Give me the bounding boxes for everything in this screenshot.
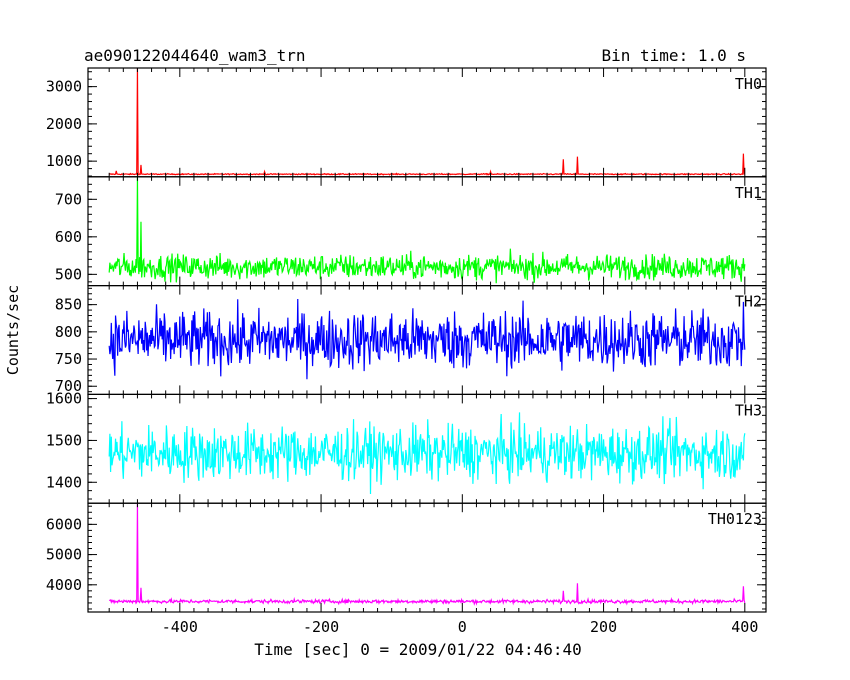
x-tick-label: 400 xyxy=(731,618,758,636)
y-tick-label: 4000 xyxy=(46,576,82,594)
panel-label: TH3 xyxy=(735,401,762,419)
panel-th0123: 4000 5000 6000 TH0123 xyxy=(46,502,767,613)
y-tick-label: 1500 xyxy=(46,431,82,449)
x-axis: -400 -200 0 200 400 xyxy=(162,618,759,636)
x-tick-label: 200 xyxy=(590,618,617,636)
series-th1 xyxy=(108,176,746,284)
x-tick-label: -200 xyxy=(303,618,339,636)
y-tick-label: 700 xyxy=(55,190,82,208)
y-tick-label: 1000 xyxy=(46,152,82,170)
x-tick-label: 0 xyxy=(458,618,467,636)
x-axis-label: Time [sec] 0 = 2009/01/22 04:46:40 xyxy=(254,640,582,659)
panel-th2: 700 750 800 850 TH2 xyxy=(55,285,767,395)
series-th0 xyxy=(109,68,745,176)
series-th3 xyxy=(108,412,746,495)
y-tick-label: 1400 xyxy=(46,473,82,491)
y-tick-label: 1600 xyxy=(46,390,82,408)
y-tick-label: 850 xyxy=(55,296,82,314)
panel-frame xyxy=(87,67,767,178)
y-axis-label: Counts/sec xyxy=(4,285,22,375)
panel-frame xyxy=(87,502,767,613)
y-tick-label: 700 xyxy=(55,377,82,395)
panels-group: 1000 2000 3000 TH0 500 600 700 TH1 700 750 800 850 T… xyxy=(46,67,767,613)
x-tick-label: -400 xyxy=(162,618,198,636)
y-tick-label: 800 xyxy=(55,323,82,341)
panel-label: TH2 xyxy=(735,293,762,311)
y-tick-label: 2000 xyxy=(46,115,82,133)
chart-title: ae090122044640_wam3_trn xyxy=(84,46,306,65)
y-tick-label: 6000 xyxy=(46,515,82,533)
series-th0123 xyxy=(109,503,746,606)
y-tick-label: 5000 xyxy=(46,546,82,564)
y-tick-label: 600 xyxy=(55,228,82,246)
panel-th0: 1000 2000 3000 TH0 xyxy=(46,67,767,178)
panel-th3: 1400 1500 1600 TH3 xyxy=(46,390,767,504)
panel-label: TH0 xyxy=(735,75,762,93)
y-tick-label: 750 xyxy=(55,350,82,368)
y-tick-label: 500 xyxy=(55,265,82,283)
panel-label: TH1 xyxy=(735,184,762,202)
series-th2 xyxy=(108,299,746,380)
panel-label: TH0123 xyxy=(708,510,762,528)
bin-time-label: Bin time: 1.0 s xyxy=(602,46,747,65)
y-tick-label: 3000 xyxy=(46,78,82,96)
panel-th1: 500 600 700 TH1 xyxy=(55,176,767,287)
